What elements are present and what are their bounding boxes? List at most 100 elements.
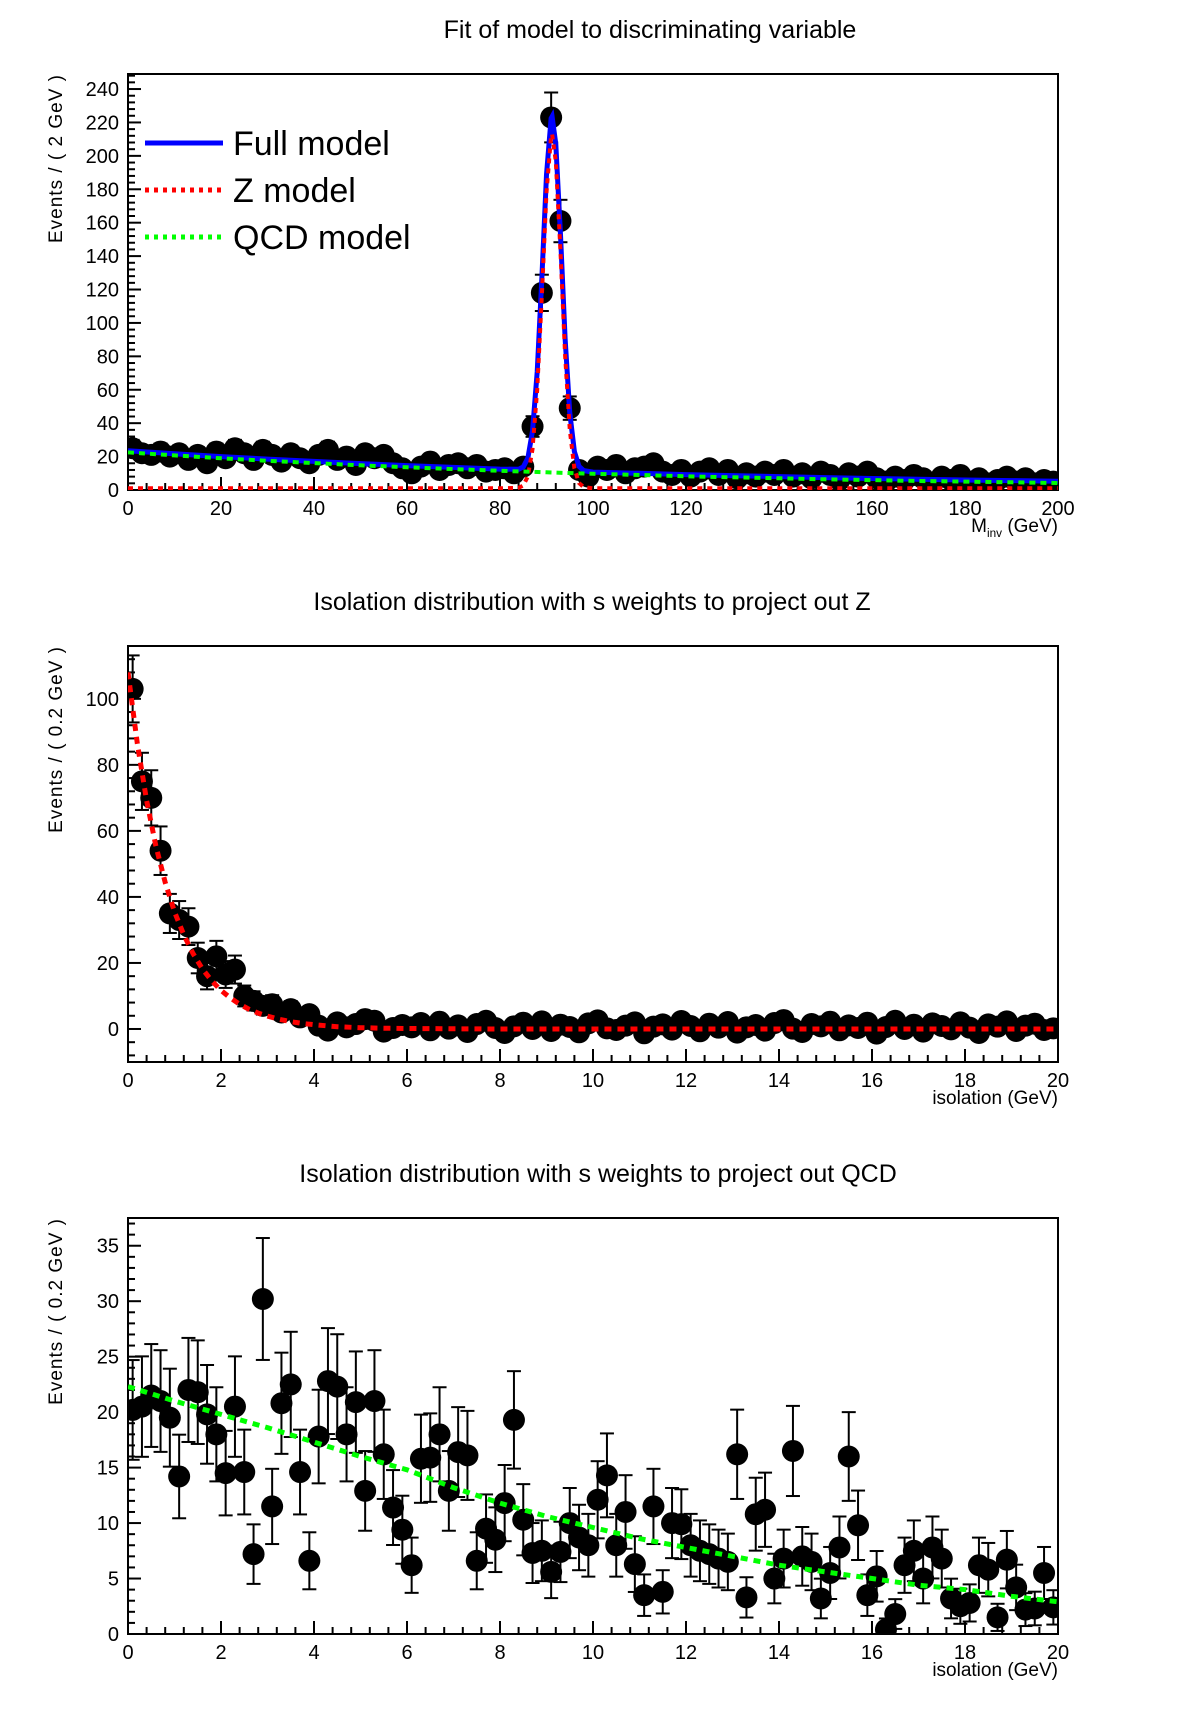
data-point [223, 958, 246, 981]
y-tick-label: 5 [108, 1569, 119, 1591]
y-axis-ticks [128, 645, 141, 1057]
x-tick-label: 12 [675, 1070, 697, 1092]
y-tick-label: 30 [97, 1291, 119, 1313]
y-tick-label: 20 [97, 953, 119, 975]
x-axis-title-subscript: inv [987, 526, 1003, 540]
data-point [400, 1554, 423, 1577]
y-tick-label: 100 [86, 313, 119, 335]
x-tick-label: 6 [401, 1070, 412, 1092]
x-tick-label: 6 [401, 1642, 412, 1664]
data-point [158, 1406, 181, 1429]
y-tick-label: 10 [97, 1513, 119, 1535]
mass-fit-plot: 0 20 40 60 80 100 120 140 160 180 200 0 20 40 60 80 100 1… [86, 73, 1075, 520]
data-point [279, 1373, 302, 1396]
data-point [540, 1560, 563, 1583]
x-axis-title: Minv (GeV) [971, 516, 1058, 540]
data-point [223, 1395, 246, 1418]
data-point [754, 1498, 777, 1521]
x-tick-label: 140 [762, 498, 795, 520]
y-tick-label: 0 [108, 480, 119, 502]
y-tick-labels: 0 20 40 60 80 100 [86, 689, 119, 1041]
y-tick-label: 180 [86, 179, 119, 201]
x-axis-title-units: (GeV) [1002, 516, 1058, 537]
y-tick-label: 60 [97, 821, 119, 843]
x-tick-label: 2 [215, 1642, 226, 1664]
x-tick-label: 16 [861, 1642, 883, 1664]
data-point [168, 1465, 191, 1488]
y-tick-label: 0 [108, 1019, 119, 1041]
data-point [512, 1508, 535, 1531]
data-point [242, 1543, 265, 1566]
x-tick-label: 10 [582, 1642, 604, 1664]
y-tick-label: 120 [86, 280, 119, 302]
data-point [456, 1444, 479, 1467]
full-model-curve [128, 108, 1058, 484]
data-point [261, 1495, 284, 1518]
data-point [1023, 1597, 1046, 1620]
data-point [847, 1514, 870, 1537]
x-tick-label: 180 [948, 498, 981, 520]
data-points [128, 654, 1058, 1045]
data-point [344, 1391, 367, 1414]
y-tick-label: 80 [97, 755, 119, 777]
x-tick-label: 160 [855, 498, 888, 520]
y-tick-label: 100 [86, 689, 119, 711]
chart-panel-isolation-z: 0 2 4 6 8 10 12 14 16 18 20 0 20 40 60 80 100 Isolation … [0, 572, 1188, 1144]
data-point [428, 1423, 451, 1446]
data-point [196, 1403, 219, 1426]
x-tick-label: 14 [768, 1642, 790, 1664]
chart-title: Isolation distribution with s weights to… [313, 588, 871, 616]
x-tick-label: 0 [122, 1070, 133, 1092]
data-point [726, 1443, 749, 1466]
data-point [289, 1461, 312, 1484]
data-point [670, 1513, 693, 1536]
x-tick-label: 200 [1041, 498, 1074, 520]
data-point [205, 1423, 228, 1446]
legend-label: Full model [233, 125, 390, 163]
data-point [986, 1606, 1009, 1629]
y-tick-label: 140 [86, 246, 119, 268]
data-point [186, 1381, 209, 1404]
legend-entry-qcd-model: QCD model [145, 219, 411, 257]
qcd-model-curve [128, 450, 1058, 485]
data-point [958, 1591, 981, 1614]
x-axis-ticks [127, 1621, 1059, 1634]
y-axis-title: Events / ( 0.2 GeV ) [46, 646, 67, 833]
x-tick-label: 0 [122, 1642, 133, 1664]
data-point [614, 1500, 637, 1523]
x-tick-label: 0 [122, 498, 133, 520]
data-point [828, 1536, 851, 1559]
data-point [856, 1584, 879, 1607]
data-point [902, 1539, 925, 1562]
chart-panel-isolation-qcd: 0 2 4 6 8 10 12 14 16 18 20 0 5 10 15 20 25 30 35 Isolatio… [0, 1144, 1188, 1716]
data-point [326, 1375, 349, 1398]
x-tick-label: 60 [396, 498, 418, 520]
x-tick-label: 80 [489, 498, 511, 520]
y-tick-label: 20 [97, 1402, 119, 1424]
data-point [781, 1439, 804, 1462]
data-point [912, 1567, 935, 1590]
data-points [128, 1237, 1058, 1634]
data-point [577, 1534, 600, 1557]
x-tick-label: 8 [494, 1070, 505, 1092]
isolation-qcd-plot: 0 2 4 6 8 10 12 14 16 18 20 0 5 10 15 20 25 30 35 [97, 1217, 1069, 1664]
data-point [465, 1549, 488, 1572]
y-tick-label: 240 [86, 79, 119, 101]
x-tick-label: 10 [582, 1070, 604, 1092]
data-point [930, 1547, 953, 1570]
data-point [363, 1390, 386, 1413]
y-tick-label: 15 [97, 1458, 119, 1480]
x-tick-label: 8 [494, 1642, 505, 1664]
y-tick-label: 0 [108, 1624, 119, 1646]
x-tick-label: 20 [1047, 1070, 1069, 1092]
y-tick-label: 25 [97, 1347, 119, 1369]
data-point [419, 1446, 442, 1469]
x-tick-label: 18 [954, 1642, 976, 1664]
data-point [354, 1479, 377, 1502]
data-point [595, 1464, 618, 1487]
x-tick-label: 100 [576, 498, 609, 520]
x-tick-label: 14 [768, 1070, 790, 1092]
data-point [772, 1547, 795, 1570]
data-point [735, 1586, 758, 1609]
